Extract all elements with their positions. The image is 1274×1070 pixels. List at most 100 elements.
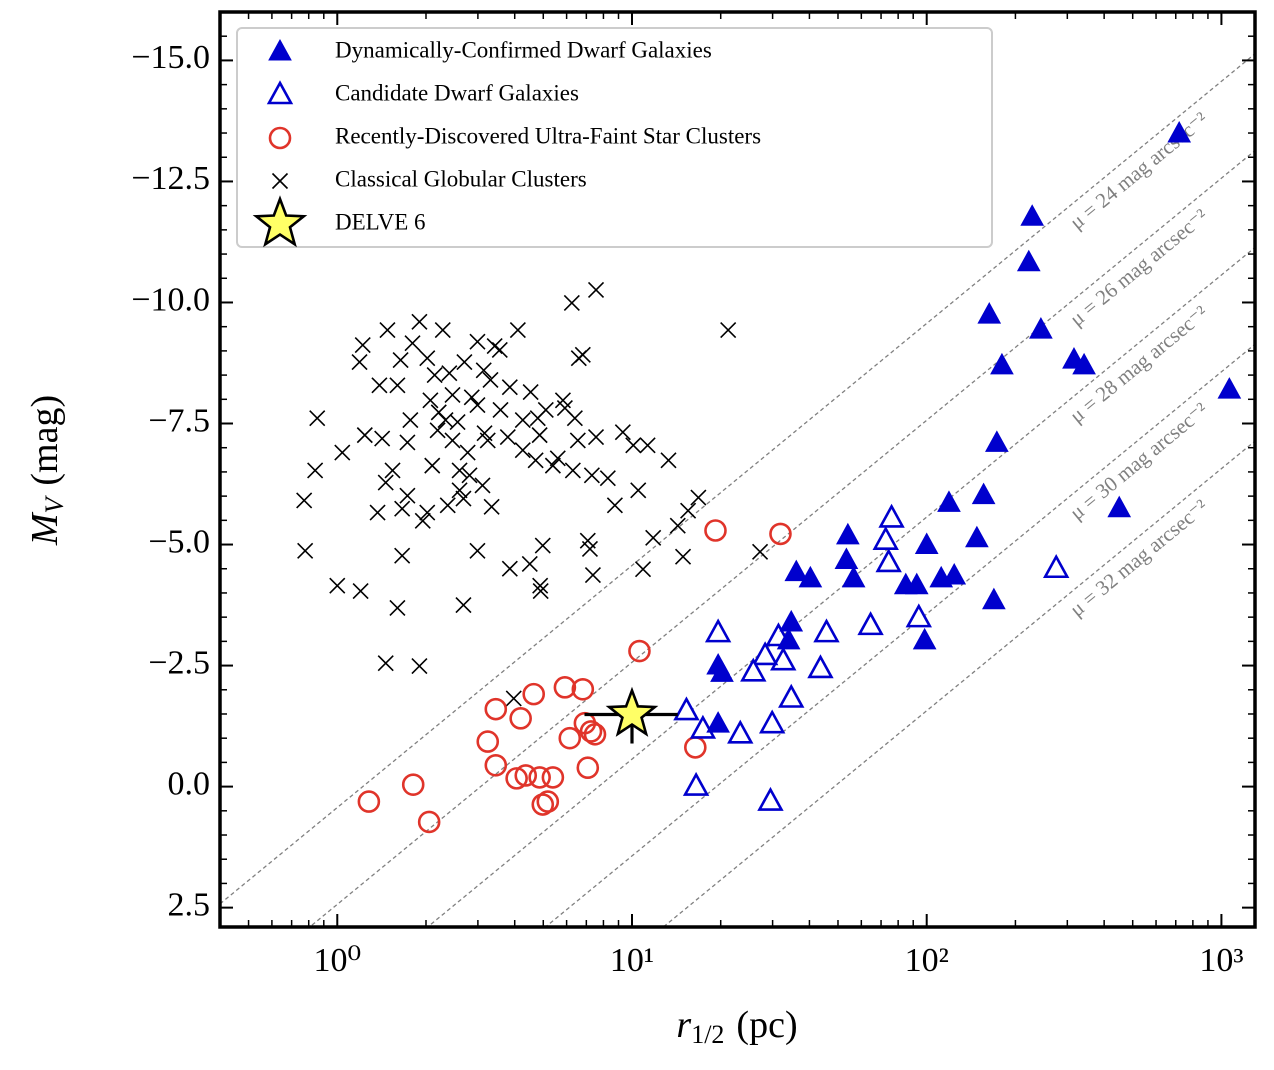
data-point [690, 489, 707, 506]
data-point [779, 609, 804, 632]
data-point [942, 562, 967, 585]
data-point [1020, 204, 1045, 226]
data-point [544, 457, 561, 474]
data-point [1042, 554, 1070, 579]
legend-box [236, 27, 993, 248]
contour-line [544, 343, 1255, 927]
data-point [509, 707, 532, 730]
data-point [583, 467, 600, 484]
data-point [710, 660, 734, 682]
data-point [813, 618, 840, 643]
x-label-unit: (pc) [736, 1004, 797, 1046]
y-tick-label: −5.0 [148, 523, 210, 560]
axes-layer: −15.0 −12.5 −10.0 −7.5 −5.0 −2.5 0.0 2.5 10⁰ 10¹ 1… [131, 10, 1257, 979]
data-point [509, 322, 526, 339]
data-point [455, 596, 472, 614]
data-point [377, 655, 394, 672]
data-point [878, 503, 905, 528]
data-point [424, 457, 441, 474]
data-point [357, 790, 381, 813]
data-point [483, 498, 500, 515]
y-tick-label: −2.5 [148, 644, 210, 681]
data-point [912, 627, 937, 650]
data-point [857, 611, 884, 636]
data-point [541, 766, 565, 789]
data-point [674, 548, 692, 565]
data-point [352, 582, 369, 600]
data-point [441, 365, 458, 382]
legend-marker [268, 126, 292, 150]
data-point [569, 432, 586, 449]
data-point [474, 477, 491, 494]
x-label-symbol: r [676, 1004, 691, 1046]
data-point [417, 810, 441, 834]
data-point [351, 353, 368, 371]
data-point [704, 519, 727, 542]
data-point [563, 294, 580, 312]
data-point [491, 341, 508, 358]
data-point [564, 462, 581, 479]
data-point [875, 548, 902, 573]
data-point [558, 726, 582, 750]
data-point [625, 437, 642, 454]
data-point [399, 487, 416, 504]
data-point [514, 412, 531, 429]
data-point [522, 383, 539, 401]
data-point [706, 711, 730, 733]
x-tick-label: 10² [905, 942, 949, 979]
data-point [451, 482, 468, 499]
data-point [484, 754, 508, 777]
legend-marker [252, 195, 308, 248]
data-point [451, 462, 468, 479]
data-point [634, 561, 652, 578]
data-point [514, 764, 538, 787]
data-point [841, 565, 866, 588]
data-point [680, 502, 697, 519]
data-point [579, 720, 603, 743]
data-point [505, 690, 522, 707]
contour-line [220, 53, 1255, 905]
data-point [399, 434, 416, 451]
data-point [905, 603, 932, 628]
data-point [769, 522, 792, 546]
data-point [965, 525, 989, 548]
y-label-symbol: M [24, 511, 66, 546]
data-point [758, 709, 786, 734]
data-point [1029, 317, 1053, 339]
y-tick-label: −15.0 [131, 39, 210, 76]
legend-marker [268, 38, 292, 61]
x-label-subscript: 1/2 [691, 1020, 724, 1049]
data-point [778, 683, 805, 708]
x-tick-label: 10³ [1199, 942, 1243, 979]
y-tick-label: −12.5 [131, 160, 210, 197]
data-point [434, 322, 451, 339]
x-tick-label: 10⁰ [313, 942, 361, 979]
data-point [309, 410, 326, 427]
data-point [571, 677, 595, 701]
data-point [426, 367, 443, 384]
data-point [977, 302, 1002, 324]
data-point [469, 333, 486, 350]
data-point [394, 500, 411, 517]
data-point [776, 627, 801, 650]
data-point [1072, 352, 1096, 375]
data-point [437, 412, 454, 429]
data-point [660, 452, 677, 469]
data-point [599, 470, 616, 487]
legend: Dynamically-Confirmed Dwarf Galaxies Cand… [236, 27, 993, 248]
legend-marker [266, 80, 294, 105]
data-point [630, 482, 647, 499]
data-point [531, 793, 555, 816]
data-point [532, 577, 549, 594]
data-point [576, 756, 600, 780]
y-tick-label: −10.0 [131, 281, 210, 318]
data-point [807, 654, 834, 679]
data-point [798, 565, 823, 588]
data-point [484, 697, 508, 721]
data-point [669, 517, 686, 534]
data-point [392, 352, 409, 369]
data-point [581, 540, 599, 557]
data-point [528, 766, 551, 789]
plot-frame [218, 10, 1257, 929]
